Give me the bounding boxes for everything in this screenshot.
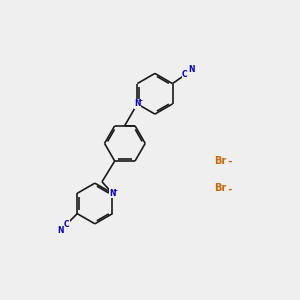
Text: +: + bbox=[138, 98, 143, 104]
Text: Br: Br bbox=[214, 156, 226, 166]
Text: -: - bbox=[225, 157, 233, 167]
Text: C: C bbox=[182, 70, 188, 80]
Text: +: + bbox=[113, 188, 118, 193]
Text: N: N bbox=[189, 65, 195, 74]
Text: N: N bbox=[134, 99, 141, 108]
Text: N: N bbox=[57, 226, 64, 235]
Text: -: - bbox=[225, 184, 233, 195]
Text: N: N bbox=[109, 189, 116, 198]
Text: Br: Br bbox=[214, 184, 226, 194]
Text: C: C bbox=[64, 220, 69, 229]
